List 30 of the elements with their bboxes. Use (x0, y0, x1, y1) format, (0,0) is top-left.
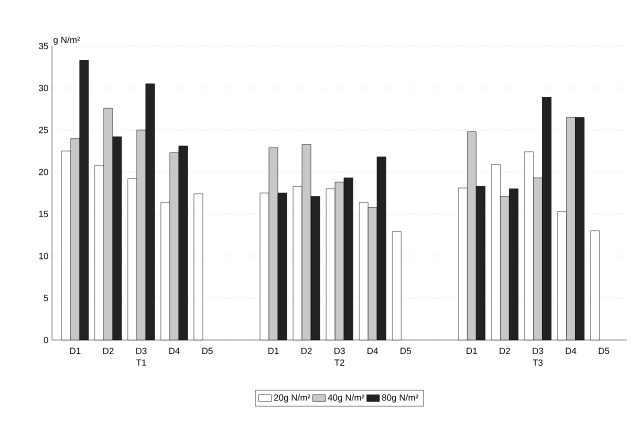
x-tick-label: D4 (169, 348, 180, 354)
x-tick-label: D1 (70, 348, 80, 354)
y-axis-title: g N/m² (54, 36, 80, 45)
x-tick-label: D4 (368, 348, 378, 354)
x-tick-label: D2 (500, 348, 510, 354)
text: T3 (532, 359, 543, 366)
y-tick-label: 5 (44, 294, 48, 302)
y-tick-label: 10 (39, 252, 48, 260)
y-tick-label: 30 (38, 84, 48, 92)
y-tick-label: 15 (39, 210, 48, 218)
x-tick-label: D5 (598, 348, 610, 354)
x-tick-label: D3 (334, 348, 345, 354)
text: T2 (334, 359, 344, 366)
x-tick-label: D2 (301, 348, 312, 354)
y-tick-label: 0 (44, 336, 48, 344)
y-tick-label: 35 (38, 42, 48, 50)
legend-label: 20g N/m² (274, 394, 310, 403)
x-tick-label: D1 (268, 348, 279, 354)
text: T1 (136, 359, 146, 366)
x-tick-label: D1 (466, 348, 477, 354)
y-tick-label: 20 (38, 168, 48, 176)
x-tick-label: D5 (400, 348, 411, 354)
y-tick-label: 25 (38, 126, 48, 134)
x-tick-label: D4 (566, 348, 576, 354)
x-tick-label: D5 (202, 348, 213, 354)
x-tick-label: D3 (532, 348, 544, 354)
x-tick-label: D3 (136, 348, 147, 354)
legend-label: 80g N/m² (382, 394, 418, 403)
x-tick-label: D2 (103, 348, 114, 354)
legend-label: 40g N/m² (328, 394, 364, 403)
